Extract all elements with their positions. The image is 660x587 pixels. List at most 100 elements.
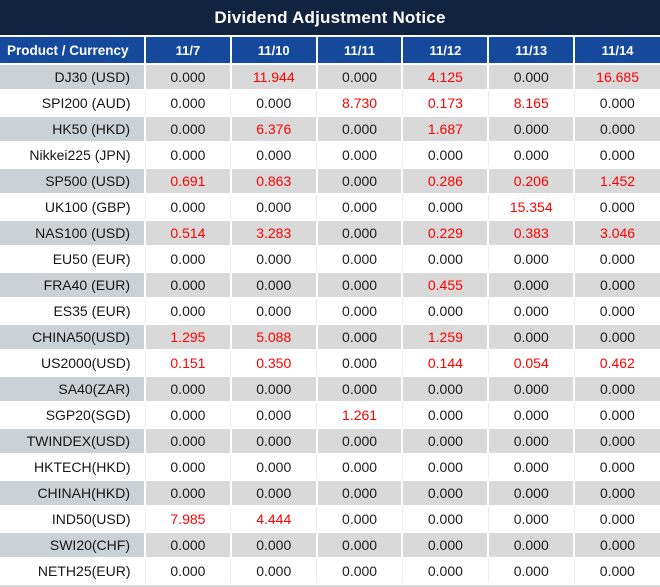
table-row: SWI20(CHF) 0.000 0.000 0.000 0.000 0.000 0.000 [0,532,660,558]
value-cell: 0.000 [402,246,489,272]
table-row: ES35 (EUR) 0.000 0.000 0.000 0.000 0.000 0.000 [0,298,660,324]
value-cell: 11.944 [230,64,318,90]
value-cell: 0.000 [488,454,575,480]
value-cell: 0.000 [230,480,318,506]
product-cell: SA40(ZAR) [0,376,146,402]
value-cell: 0.000 [230,272,318,298]
value-cell: 0.000 [230,142,318,168]
value-cell: 0.000 [488,298,575,324]
value-cell: 0.000 [574,194,660,220]
value-cell: 0.000 [488,402,575,428]
table-row: HKTECH(HKD) 0.000 0.000 0.000 0.000 0.000 0.00… [0,454,660,480]
product-cell: UK100 (GBP) [0,194,146,220]
value-cell: 0.000 [488,428,576,454]
product-cell: SP500 (USD) [0,168,146,194]
column-header-date: 11/11 [316,37,404,65]
product-cell: SGP20(SGD) [0,402,146,428]
value-cell: 0.000 [230,532,318,558]
product-cell: IND50(USD) [0,506,146,532]
value-cell: 0.000 [402,506,489,532]
value-cell: 0.000 [316,454,403,480]
value-cell: 0.000 [316,142,403,168]
value-cell: 0.000 [316,246,403,272]
product-cell: HKTECH(HKD) [0,454,146,480]
value-cell: 0.691 [145,168,232,194]
table-row: DJ30 (USD) 0.000 11.944 0.000 4.125 0.000 16.6… [0,64,660,90]
product-cell: TWINDEX(USD) [0,428,146,454]
value-cell: 0.000 [488,558,575,584]
value-cell: 0.000 [574,402,660,428]
table-row: SGP20(SGD) 0.000 0.000 1.261 0.000 0.000 0.000 [0,402,660,428]
value-cell: 0.000 [145,376,232,402]
header-row: Product / Currency 11/7 11/10 11/11 11/12 11/… [0,37,660,65]
column-header-date: 11/10 [230,37,318,65]
table-row: US2000(USD) 0.151 0.350 0.000 0.144 0.054 0.46… [0,350,660,376]
table-header: Product / Currency 11/7 11/10 11/11 11/12 11/… [0,37,660,65]
value-cell: 0.000 [230,402,318,428]
value-cell: 0.000 [145,402,232,428]
value-cell: 0.000 [402,454,489,480]
product-cell: SPI200 (AUD) [0,90,146,116]
value-cell: 0.000 [145,116,232,142]
table-row: SPI200 (AUD) 0.000 0.000 8.730 0.173 8.165 0.0… [0,90,660,116]
partial-next-row-strip [0,585,660,587]
product-cell: FRA40 (EUR) [0,272,146,298]
value-cell: 16.685 [574,64,660,90]
value-cell: 8.165 [488,90,575,116]
value-cell: 0.000 [488,324,576,350]
notice-title: Dividend Adjustment Notice [214,7,446,27]
value-cell: 0.000 [488,116,576,142]
value-cell: 0.000 [402,194,489,220]
dividend-table: Product / Currency 11/7 11/10 11/11 11/12 11/… [0,37,660,585]
value-cell: 0.514 [145,220,232,246]
value-cell: 0.000 [574,480,660,506]
product-cell: CHINAH(HKD) [0,480,146,506]
value-cell: 0.000 [402,402,489,428]
value-cell: 0.000 [145,90,232,116]
value-cell: 0.000 [402,532,490,558]
value-cell: 1.295 [145,324,232,350]
value-cell: 0.206 [488,168,576,194]
product-cell: NETH25(EUR) [0,558,146,584]
value-cell: 0.000 [574,272,660,298]
column-header-product: Product / Currency [0,37,146,65]
value-cell: 0.000 [402,376,490,402]
value-cell: 0.000 [316,168,404,194]
value-cell: 4.444 [230,506,318,532]
value-cell: 0.000 [145,272,232,298]
value-cell: 0.000 [145,480,232,506]
product-cell: Nikkei225 (JPN) [0,142,146,168]
value-cell: 0.000 [230,454,318,480]
value-cell: 0.151 [145,350,232,376]
value-cell: 0.000 [402,428,490,454]
value-cell: 0.000 [230,298,318,324]
table-row: NAS100 (USD) 0.514 3.283 0.000 0.229 0.383 3.0… [0,220,660,246]
value-cell: 1.261 [316,402,403,428]
value-cell: 5.088 [230,324,318,350]
table-row: EU50 (EUR) 0.000 0.000 0.000 0.000 0.000 0.000 [0,246,660,272]
value-cell: 0.000 [145,558,232,584]
value-cell: 0.000 [488,142,575,168]
table-row: CHINA50(USD) 1.295 5.088 0.000 1.259 0.000 0.0… [0,324,660,350]
value-cell: 0.000 [316,324,404,350]
value-cell: 0.000 [574,376,660,402]
value-cell: 0.000 [488,246,575,272]
value-cell: 0.000 [574,324,660,350]
product-cell: NAS100 (USD) [0,220,146,246]
value-cell: 3.046 [574,220,660,246]
table-row: FRA40 (EUR) 0.000 0.000 0.000 0.455 0.000 0.00… [0,272,660,298]
value-cell: 0.000 [230,246,318,272]
table-row: NETH25(EUR) 0.000 0.000 0.000 0.000 0.000 0.00… [0,558,660,584]
value-cell: 8.730 [316,90,403,116]
value-cell: 0.054 [488,350,575,376]
value-cell: 0.000 [145,298,232,324]
value-cell: 0.000 [316,194,403,220]
value-cell: 0.000 [145,194,232,220]
value-cell: 0.000 [488,532,576,558]
value-cell: 3.283 [230,220,318,246]
value-cell: 0.000 [316,506,403,532]
table-row: Nikkei225 (JPN) 0.000 0.000 0.000 0.000 0.000… [0,142,660,168]
value-cell: 1.259 [402,324,490,350]
table-row: CHINAH(HKD) 0.000 0.000 0.000 0.000 0.000 0.00… [0,480,660,506]
